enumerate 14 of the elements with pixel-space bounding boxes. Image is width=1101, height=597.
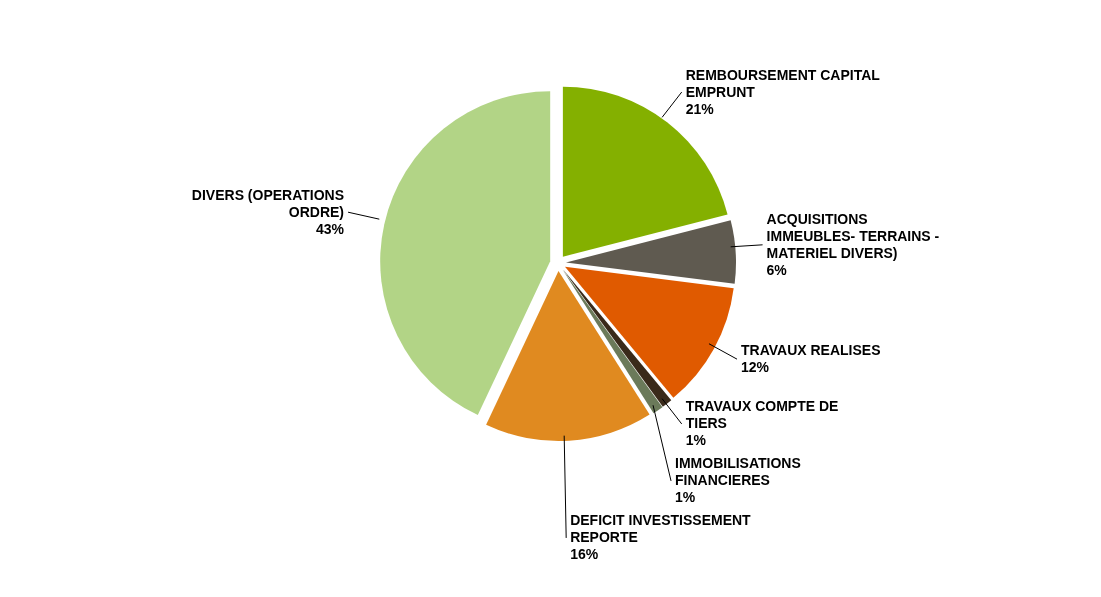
slice-label: REMBOURSEMENT CAPITAL EMPRUNT	[685, 66, 881, 100]
slice-label: TRAVAUX COMPTE DE TIERS	[685, 398, 839, 432]
data-label: 1%	[675, 489, 696, 506]
data-label: 1%	[685, 432, 707, 449]
data-label: 16%	[570, 546, 599, 563]
data-label: 21%	[685, 100, 715, 117]
slice-label: IMMOBILISATIONS FINANCIERES	[675, 455, 801, 489]
slice-label: DEFICIT INVESTISSEMENT REPORTE	[570, 512, 752, 546]
slice-label: DIVERS (OPERATIONS ORDRE)	[191, 186, 345, 220]
slice-label: TRAVAUX REALISES	[741, 342, 881, 359]
data-label: 6%	[766, 261, 788, 278]
data-label: 12%	[741, 359, 770, 376]
slice-label: ACQUISITIONS IMMEUBLES- TERRAINS - MATERIEL DIVERS)	[766, 210, 940, 261]
data-label: 43%	[316, 220, 345, 237]
